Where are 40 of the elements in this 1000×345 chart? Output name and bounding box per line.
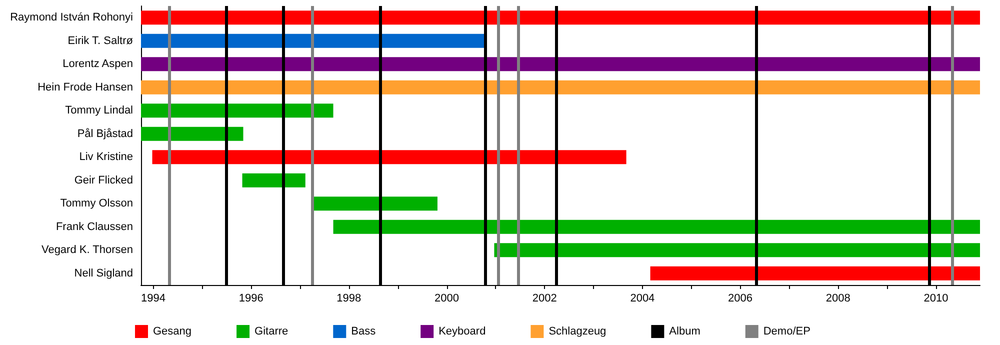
y-tick-label: Vegard K. Thorsen xyxy=(41,244,133,256)
y-tick-label: Tommy Lindal xyxy=(65,104,133,117)
y-tick-label: Hein Frode Hansen xyxy=(38,81,133,94)
bar xyxy=(333,220,980,234)
bar xyxy=(141,34,486,48)
x-tick-label: 2006 xyxy=(728,292,753,304)
x-tick-label: 2000 xyxy=(434,292,459,304)
bar xyxy=(152,150,626,164)
legend-label: Keyboard xyxy=(438,326,486,338)
x-tick-label: 2008 xyxy=(826,292,850,304)
x-tick-label: 1996 xyxy=(238,292,264,304)
bar xyxy=(650,266,980,280)
bar xyxy=(141,10,980,25)
bar xyxy=(494,243,980,258)
y-tick-label: Pål Bjåstad xyxy=(77,128,133,140)
bar xyxy=(141,80,980,94)
legend-label: Schlagzeug xyxy=(548,326,606,338)
x-tick-label: 2004 xyxy=(630,292,655,304)
legend-label: Gesang xyxy=(153,326,192,338)
y-tick-label: Lorentz Aspen xyxy=(62,58,133,70)
legend-label: Demo/EP xyxy=(763,326,810,338)
y-tick-label: Frank Claussen xyxy=(56,220,133,233)
y-tick-label: Tommy Olsson xyxy=(60,198,133,210)
bar xyxy=(141,126,244,141)
bar xyxy=(141,104,334,118)
legend-label: Gitarre xyxy=(254,326,288,338)
y-tick-label: Geir Flicked xyxy=(74,174,133,186)
bar xyxy=(314,196,438,211)
legend-label: Album xyxy=(669,326,700,338)
y-tick-label: Nell Sigland xyxy=(74,267,133,280)
y-tick-label: Raymond István Rohonyi xyxy=(10,12,133,24)
bar xyxy=(242,173,306,188)
bar xyxy=(141,57,980,72)
y-tick-label: Eirik T. Saltrø xyxy=(68,34,134,47)
y-tick-label: Liv Kristine xyxy=(79,151,133,164)
x-tick-label: 1994 xyxy=(140,292,166,304)
x-tick-label: 1998 xyxy=(336,292,362,304)
x-tick-label: 2010 xyxy=(924,292,948,304)
legend-label: Bass xyxy=(351,326,376,338)
x-tick-label: 2002 xyxy=(532,292,557,304)
